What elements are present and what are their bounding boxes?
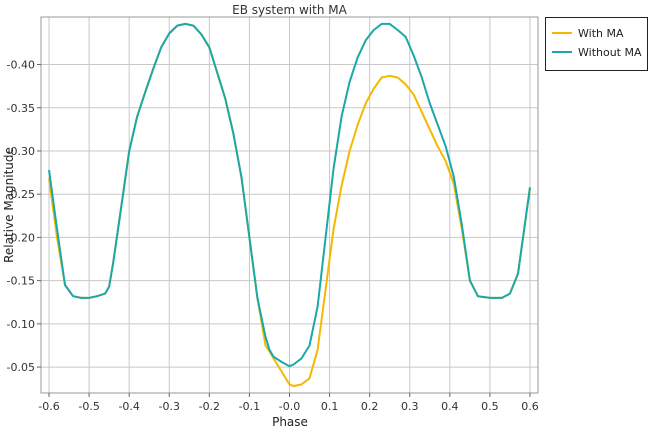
x-tick-label: 0.5 [481, 400, 499, 413]
x-axis-label: Phase [272, 415, 308, 429]
legend-label-with-ma: With MA [578, 26, 624, 40]
x-tick-label: 0.2 [361, 400, 379, 413]
y-tick-label: -0.30 [7, 145, 35, 158]
x-tick-label: -0.5 [78, 400, 99, 413]
series-line-without-ma [48, 22, 531, 368]
x-tick-label: 0.1 [321, 400, 339, 413]
x-axis-ticks: -0.6 -0.5 -0.4 -0.3 -0.2 -0.1 -0.0 0.1 0.2 0.3 0.4… [38, 393, 539, 413]
y-tick-label: -0.40 [7, 59, 35, 72]
legend-swatch-without-ma [552, 51, 572, 53]
y-tick-label: -0.10 [7, 318, 35, 331]
chart-title: EB system with MA [232, 3, 347, 17]
y-tick-label: -0.15 [7, 275, 35, 288]
y-tick-label: -0.20 [7, 231, 35, 244]
grid-lines [41, 17, 538, 393]
series-layer [48, 22, 531, 388]
x-tick-label: -0.3 [159, 400, 180, 413]
x-tick-label: -0.2 [199, 400, 220, 413]
legend-item-with-ma: With MA [552, 25, 624, 41]
x-tick-label: -0.6 [38, 400, 59, 413]
y-tick-label: -0.35 [7, 102, 35, 115]
x-tick-label: -0.4 [118, 400, 139, 413]
y-axis-label: Relative Magnitude [2, 147, 16, 263]
y-axis-ticks: -0.05 -0.10 -0.15 -0.20 -0.25 -0.30 -0.35 -0.40 [7, 59, 41, 374]
y-tick-label: -0.25 [7, 188, 35, 201]
legend: With MA Without MA [545, 17, 648, 71]
legend-item-without-ma: Without MA [552, 44, 642, 60]
x-tick-label: -0.0 [279, 400, 300, 413]
legend-swatch-with-ma [552, 32, 572, 34]
x-tick-label: 0.6 [521, 400, 539, 413]
y-tick-label: -0.05 [7, 361, 35, 374]
legend-label-without-ma: Without MA [578, 45, 642, 59]
x-tick-label: 0.4 [441, 400, 459, 413]
x-tick-label: -0.1 [239, 400, 260, 413]
x-tick-label: 0.3 [401, 400, 419, 413]
